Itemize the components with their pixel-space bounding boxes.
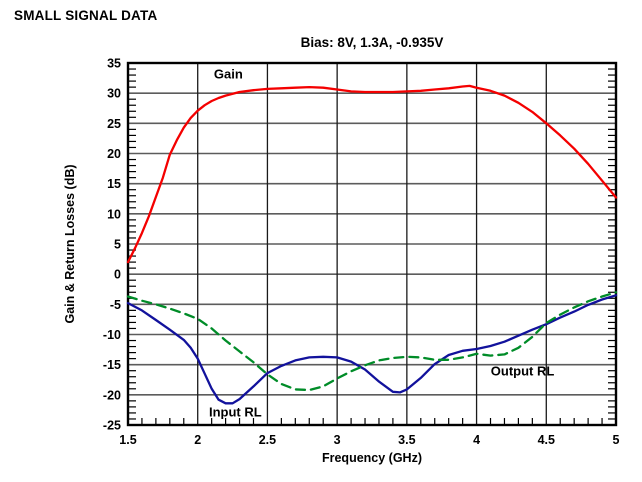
y-tick-label: -15 [103, 358, 121, 372]
chart-title: Bias: 8V, 1.3A, -0.935V [301, 35, 444, 50]
y-tick-label: -10 [103, 328, 121, 342]
series-output_rl [126, 291, 618, 392]
x-tick-label: 5 [613, 433, 620, 447]
x-tick-label: 2 [194, 433, 201, 447]
y-tick-label: 0 [114, 268, 121, 282]
y-tick-label: 20 [107, 147, 121, 161]
x-tick-label: 2.5 [259, 433, 276, 447]
y-tick-label: -5 [110, 298, 121, 312]
y-tick-label: 25 [107, 117, 121, 131]
series-label-output_rl: Output RL [491, 364, 555, 379]
x-tick-label: 4 [473, 433, 480, 447]
y-tick-label: -20 [103, 388, 121, 402]
y-tick-label: 35 [107, 57, 121, 71]
series-label-input_rl: Input RL [209, 405, 262, 420]
x-tick-label: 4.5 [538, 433, 555, 447]
plot-frame [126, 61, 618, 427]
x-axis-title: Frequency (GHz) [322, 451, 422, 465]
x-tick-label: 3.5 [398, 433, 415, 447]
series-label-gain: Gain [214, 67, 243, 82]
series-gain [126, 84, 618, 264]
x-tick-label: 3 [334, 433, 341, 447]
series-input_rl [126, 294, 618, 405]
x-tick-label: 1.5 [119, 433, 136, 447]
page-title: SMALL SIGNAL DATA [14, 8, 158, 23]
y-tick-label: 10 [107, 207, 121, 221]
y-tick-label: 5 [114, 238, 121, 252]
y-tick-label: -25 [103, 419, 121, 433]
y-tick-label: 30 [107, 87, 121, 101]
y-tick-label: 15 [107, 177, 121, 191]
y-axis-title: Gain & Return Losses (dB) [63, 164, 77, 323]
